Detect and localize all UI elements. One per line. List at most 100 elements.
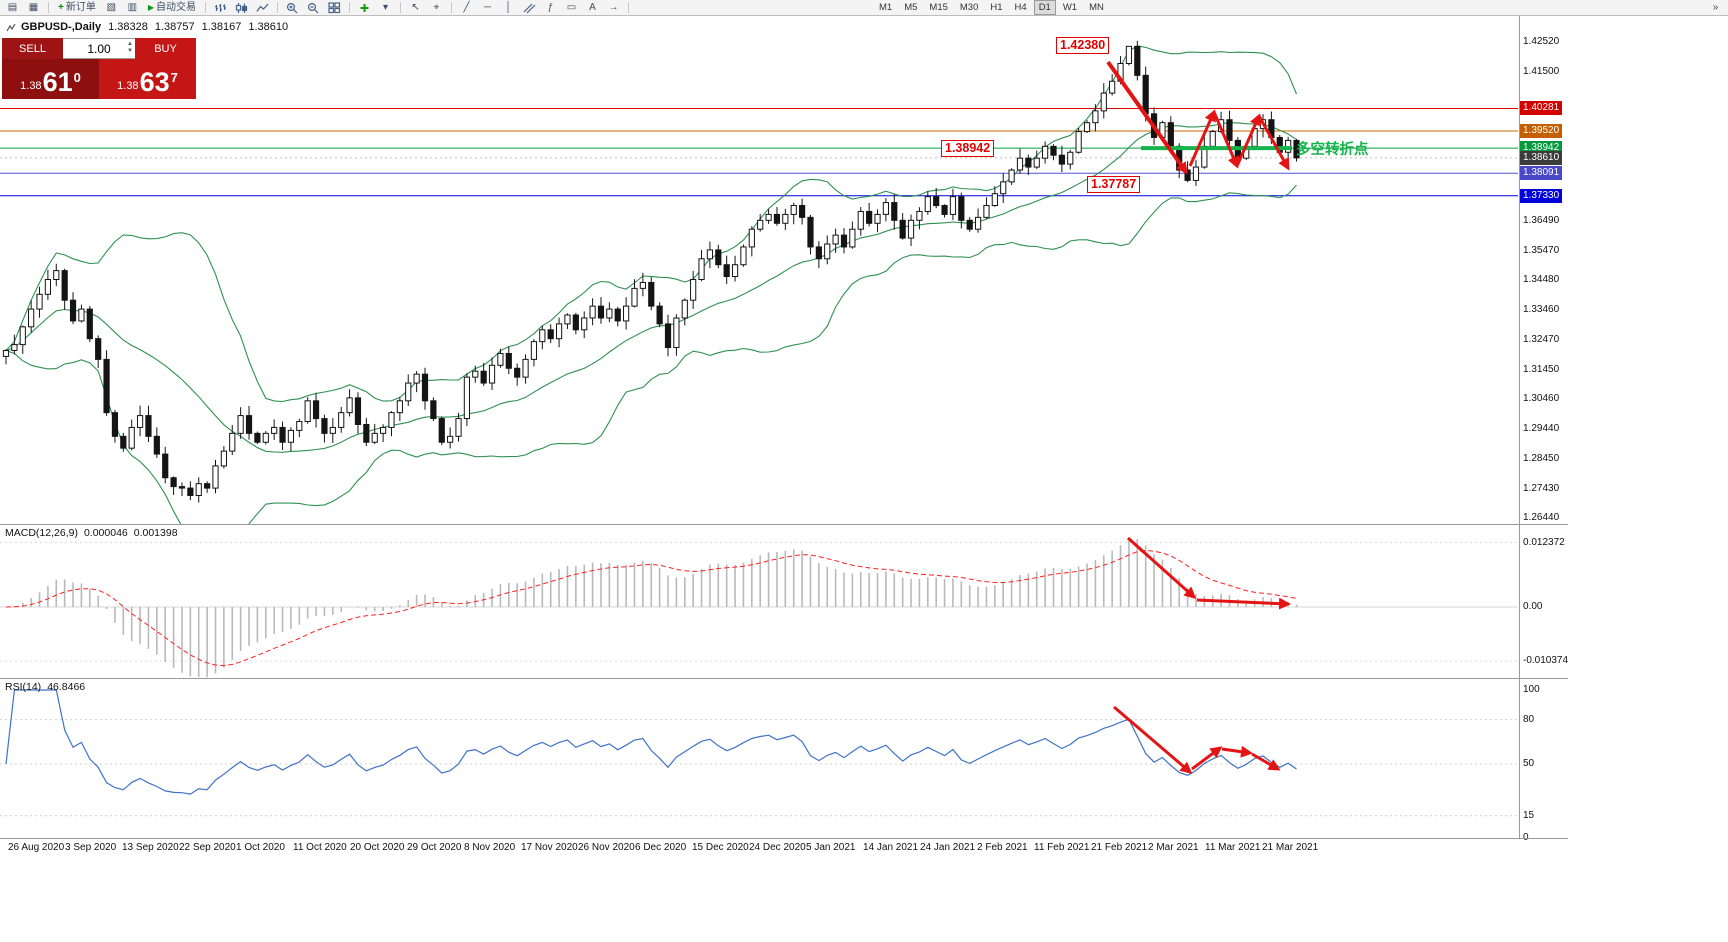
macd-value-main: 0.000046 xyxy=(83,527,128,539)
vertical-line-icon[interactable]: │ xyxy=(505,2,512,13)
sell-button[interactable]: SELL xyxy=(2,38,63,59)
macd-trend-arrow[interactable] xyxy=(1196,597,1291,610)
candle-body xyxy=(924,196,931,212)
rsi-trend-arrow[interactable] xyxy=(1191,746,1223,771)
terminal-icon[interactable]: ▥ xyxy=(127,2,138,13)
cursor-icon[interactable]: ↖ xyxy=(411,2,420,13)
candle-body xyxy=(698,258,705,281)
timeframe-button-m1[interactable]: M1 xyxy=(879,2,893,13)
candle-body xyxy=(631,287,638,307)
candlestick-chart-icon[interactable] xyxy=(232,1,251,14)
crosshair-icon[interactable]: ⌖ xyxy=(433,2,440,13)
candle-body xyxy=(899,219,906,239)
volume-spinner[interactable]: ▲ ▼ xyxy=(127,41,133,55)
candle-body xyxy=(849,228,856,248)
pivot-text-label[interactable]: 多空转折点 xyxy=(1296,142,1369,158)
timeframe-button-m5[interactable]: M5 xyxy=(904,2,918,13)
candle-body xyxy=(907,219,915,239)
candle-body xyxy=(455,418,462,437)
panel-divider-rsi[interactable] xyxy=(0,678,1568,679)
arrow-tool-icon[interactable]: → xyxy=(608,2,619,13)
spin-up-icon[interactable]: ▲ xyxy=(127,41,133,47)
market-watch-icon[interactable]: ▤ xyxy=(7,2,18,13)
main-trend-arrow[interactable] xyxy=(1235,113,1261,167)
data-window-icon[interactable]: ▦ xyxy=(28,2,39,13)
buy-button[interactable]: BUY xyxy=(135,38,196,59)
date-axis-label: 20 Oct 2020 xyxy=(350,842,405,853)
macd-axis-label: 0.012372 xyxy=(1523,536,1565,548)
candle-body xyxy=(539,329,546,343)
candle-body xyxy=(1008,169,1015,183)
zoom-in-icon[interactable] xyxy=(283,1,302,14)
price-axis-label: 1.36490 xyxy=(1523,214,1560,226)
panel-divider-macd[interactable] xyxy=(0,524,1568,525)
toolbar-overflow-icon[interactable]: » xyxy=(1712,2,1719,13)
symbol-period-label: GBPUSD-,Daily xyxy=(21,21,102,33)
candle-body xyxy=(153,435,160,455)
candle-body xyxy=(1100,92,1107,112)
chart-window-icon[interactable]: ▧ xyxy=(106,2,117,13)
candle-body xyxy=(472,370,479,378)
new-order-button[interactable]: + 新订单 xyxy=(54,1,100,14)
macd-value-signal: 0.001398 xyxy=(133,527,178,539)
timeframe-button-m30[interactable]: M30 xyxy=(959,2,979,13)
buy-price-display[interactable]: 1.38 63 7 xyxy=(99,59,196,99)
templates-dropdown-icon[interactable]: ▾ xyxy=(382,2,389,13)
rsi-trend-arrow[interactable] xyxy=(1221,745,1253,758)
candle-body xyxy=(363,423,370,443)
candle-body xyxy=(623,305,630,322)
candle-body xyxy=(380,426,387,434)
main-trend-arrow[interactable] xyxy=(1212,111,1239,169)
candle-body xyxy=(245,415,253,434)
text-label-icon[interactable]: A xyxy=(589,2,596,13)
channel-icon[interactable] xyxy=(520,1,539,14)
candle-body xyxy=(706,249,714,260)
candle-body xyxy=(279,426,286,443)
timeframe-button-d1[interactable]: D1 xyxy=(1033,0,1056,15)
candle-body xyxy=(681,299,688,319)
add-indicator-icon[interactable] xyxy=(355,1,374,14)
candle-body xyxy=(757,219,764,230)
price-annotation-high[interactable]: 1.42380 xyxy=(1056,37,1110,54)
price-annotation-pivot[interactable]: 1.38942 xyxy=(941,140,995,157)
candle-body xyxy=(530,341,538,360)
zoom-out-icon[interactable] xyxy=(304,1,323,14)
volume-input[interactable]: 1.00 ▲ ▼ xyxy=(63,38,135,59)
autotrade-button[interactable]: ▶ 自动交易 xyxy=(144,1,200,14)
timeframe-button-mn[interactable]: MN xyxy=(1089,2,1104,13)
trendline-icon[interactable]: ╱ xyxy=(463,2,470,13)
timeframe-button-m15[interactable]: M15 xyxy=(929,2,948,13)
candle-body xyxy=(1016,157,1024,171)
date-axis-label: 21 Feb 2021 xyxy=(1091,842,1148,853)
horizontal-line-icon[interactable]: ─ xyxy=(483,2,492,13)
bar-chart-icon[interactable] xyxy=(211,1,230,14)
candle-body xyxy=(799,205,806,218)
candle-body xyxy=(891,202,898,221)
rsi-trend-arrow[interactable] xyxy=(1113,705,1193,774)
fibonacci-icon[interactable]: ƒ xyxy=(547,2,554,13)
price-annotation-swing-low[interactable]: 1.37787 xyxy=(1087,176,1141,193)
shapes-icon[interactable]: ▭ xyxy=(566,2,577,13)
timeframe-button-h1[interactable]: H1 xyxy=(990,2,1003,13)
candle-body xyxy=(572,314,579,331)
macd-trend-arrow[interactable] xyxy=(1127,536,1197,599)
rsi-trend-arrow[interactable] xyxy=(1251,752,1281,771)
line-chart-icon[interactable] xyxy=(253,1,272,14)
spin-down-icon[interactable]: ▼ xyxy=(127,48,133,54)
main-trend-arrow[interactable] xyxy=(1257,115,1290,171)
price-axis-badge: 1.40281 xyxy=(1520,101,1563,116)
timeframe-button-w1[interactable]: W1 xyxy=(1062,2,1078,13)
timeframe-button-h4[interactable]: H4 xyxy=(1014,2,1027,13)
candle-body xyxy=(1075,131,1082,153)
candle-body xyxy=(782,213,789,224)
buy-price-prefix: 1.38 xyxy=(117,80,139,92)
price-axis-label: 1.28450 xyxy=(1523,452,1560,464)
tile-windows-icon[interactable] xyxy=(325,1,344,14)
toolbar-separator xyxy=(205,2,206,13)
main-trend-arrow[interactable] xyxy=(1188,109,1216,167)
price-axis-label: 1.42520 xyxy=(1523,36,1560,48)
one-click-trading-panel: SELL 1.00 ▲ ▼ BUY 1.38 61 0 1.38 63 7 xyxy=(2,38,196,99)
candle-body xyxy=(815,246,822,260)
main-trend-arrow[interactable] xyxy=(1106,60,1188,175)
sell-price-display[interactable]: 1.38 61 0 xyxy=(2,59,99,99)
